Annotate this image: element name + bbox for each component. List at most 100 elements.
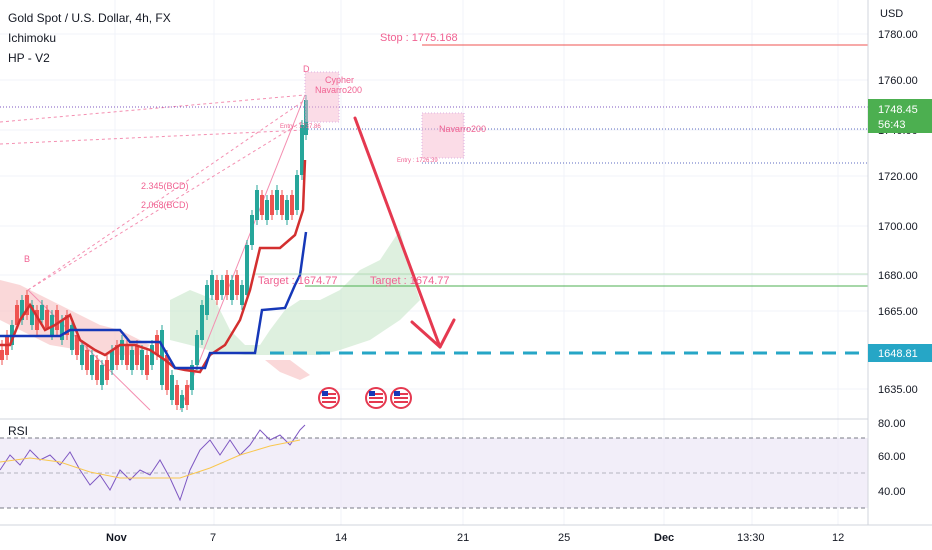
candle-body bbox=[165, 355, 169, 390]
price-tick: 1720.00 bbox=[878, 171, 918, 183]
countdown-value: 56:43 bbox=[878, 119, 906, 131]
target-price-value: 1648.81 bbox=[878, 348, 918, 360]
candle-body bbox=[155, 335, 159, 355]
candle-body bbox=[190, 365, 194, 390]
symbol-title[interactable]: Gold Spot / U.S. Dollar, 4h, FX bbox=[8, 11, 171, 25]
rsi-tick: 40.00 bbox=[878, 486, 906, 498]
tenkan-line bbox=[0, 159, 307, 374]
target-label-left: Target : 1674.77 bbox=[258, 275, 338, 287]
candle-body bbox=[35, 310, 39, 330]
candle-body bbox=[75, 335, 79, 355]
rsi-title[interactable]: RSI bbox=[8, 424, 29, 438]
target-label-right: Target : 1674.77 bbox=[370, 275, 450, 287]
price-tick: 1665.00 bbox=[878, 306, 918, 318]
candle-body bbox=[300, 125, 304, 175]
candle-body bbox=[180, 395, 184, 408]
candle-body bbox=[200, 305, 204, 340]
candle-body bbox=[55, 310, 59, 330]
down-arrow[interactable] bbox=[353, 116, 456, 349]
candle-body bbox=[105, 360, 109, 380]
candle-body bbox=[170, 375, 174, 400]
candle-body bbox=[0, 350, 4, 360]
time-tick: Dec bbox=[654, 532, 674, 544]
current-price-value: 1748.45 bbox=[878, 104, 918, 116]
candle-body bbox=[175, 385, 179, 405]
candle-body bbox=[145, 355, 149, 375]
candle-body bbox=[290, 195, 294, 215]
candle-body bbox=[210, 275, 214, 295]
candle-body bbox=[95, 360, 99, 380]
currency-label: USD bbox=[880, 8, 904, 20]
candle-body bbox=[195, 335, 199, 365]
candle-body bbox=[65, 315, 69, 335]
ichimoku-cloud-green bbox=[170, 230, 420, 355]
stop-label: Stop : 1775.168 bbox=[380, 32, 458, 44]
price-tick: 1780.00 bbox=[878, 29, 918, 41]
candle-body bbox=[270, 195, 274, 215]
indicator-ichimoku[interactable]: Ichimoku bbox=[8, 31, 57, 45]
ratio-label-2: 2.068(BCD) bbox=[141, 200, 189, 210]
entry-label-2: Entry : 1726.39 bbox=[397, 158, 438, 164]
candle-body bbox=[120, 340, 124, 360]
candle-body bbox=[125, 345, 129, 365]
price-tick: 1680.00 bbox=[878, 270, 918, 282]
candle-body bbox=[205, 285, 209, 315]
candle-body bbox=[295, 175, 299, 210]
candle-body bbox=[260, 195, 264, 215]
candle-body bbox=[110, 350, 114, 370]
price-tick: 1700.00 bbox=[878, 221, 918, 233]
candle-body bbox=[250, 215, 254, 245]
indicator-hp[interactable]: HP - V2 bbox=[8, 51, 50, 65]
point-d-label: D bbox=[303, 64, 310, 74]
candle-body bbox=[15, 305, 19, 325]
rsi-line bbox=[0, 424, 306, 502]
candle-body bbox=[230, 280, 234, 300]
point-b-label: B bbox=[24, 254, 30, 264]
price-axis[interactable]: 1780.00 1760.00 1740.00 1720.00 1700.00 … bbox=[867, 0, 932, 525]
candle-body bbox=[240, 285, 244, 305]
time-tick: 12 bbox=[832, 532, 844, 544]
rsi-tick: 60.00 bbox=[878, 451, 906, 463]
entry-label-1: Entry : 1737.86 bbox=[280, 124, 321, 130]
candle-body bbox=[135, 345, 139, 365]
current-price-tag bbox=[868, 99, 932, 133]
candle-body bbox=[185, 385, 189, 405]
candle-body bbox=[140, 350, 144, 370]
time-tick: 14 bbox=[335, 532, 347, 544]
author-label-2: Navarro200 bbox=[439, 124, 486, 134]
us-event-icons[interactable] bbox=[318, 387, 412, 409]
price-tick: 1760.00 bbox=[878, 75, 918, 87]
time-tick: Nov bbox=[106, 532, 128, 544]
time-tick: 13:30 bbox=[737, 532, 765, 544]
cypher-box-2[interactable] bbox=[421, 112, 465, 159]
candle-body bbox=[275, 190, 279, 210]
candle-body bbox=[130, 350, 134, 370]
candle-body bbox=[255, 190, 259, 220]
candle-body bbox=[225, 275, 229, 295]
candle-body bbox=[45, 310, 49, 328]
candle-body bbox=[40, 305, 44, 320]
time-tick: 21 bbox=[457, 532, 469, 544]
author-label-1: Navarro200 bbox=[315, 85, 362, 95]
chart-legend: Gold Spot / U.S. Dollar, 4h, FX Ichimoku… bbox=[8, 8, 171, 68]
time-tick: 25 bbox=[558, 532, 570, 544]
candle-body bbox=[220, 280, 224, 295]
candle-body bbox=[85, 350, 89, 370]
target-price-tag bbox=[868, 344, 932, 362]
candle-body bbox=[30, 305, 34, 325]
candle-body bbox=[150, 345, 154, 365]
ratio-label-1: 2.345(BCD) bbox=[141, 181, 189, 191]
time-axis[interactable]: Nov 7 14 21 25 Dec 13:30 12 bbox=[0, 524, 932, 550]
candle-body bbox=[25, 295, 29, 315]
kijun-line bbox=[0, 231, 308, 370]
candle-body bbox=[80, 345, 84, 365]
candle-body bbox=[90, 355, 94, 375]
candle-body bbox=[115, 345, 119, 365]
pattern-name: Cypher bbox=[325, 75, 354, 85]
candle-body bbox=[100, 365, 104, 385]
candle-body bbox=[245, 245, 249, 295]
cypher-box-1[interactable] bbox=[304, 71, 340, 123]
candle-body bbox=[235, 275, 239, 295]
candle-body bbox=[70, 325, 74, 350]
